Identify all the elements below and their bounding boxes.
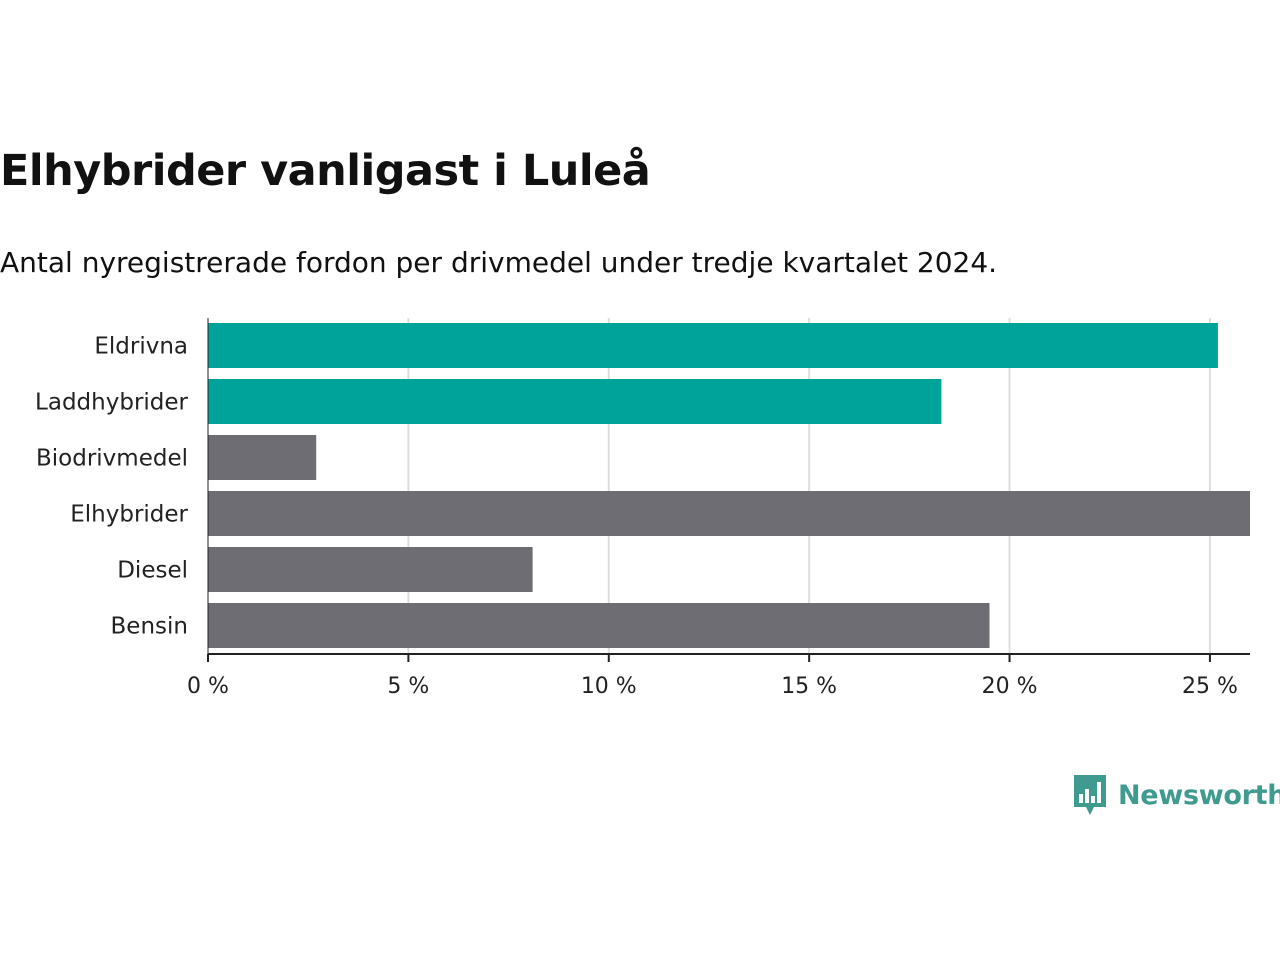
bar-eldrivna — [208, 323, 1218, 368]
category-label: Eldrivna — [94, 334, 188, 360]
category-label: Biodrivmedel — [36, 446, 188, 472]
category-labels: Eldrivna Laddhybrider Biodrivmedel Elhybrid… — [35, 334, 188, 640]
x-tick-label: 0 % — [187, 674, 229, 699]
category-label: Bensin — [111, 614, 188, 640]
chart-title: Elhybrider vanligast i Luleå — [0, 146, 651, 196]
x-tick-label: 10 % — [581, 674, 637, 699]
bar-chart-speech-bubble-icon — [1074, 775, 1106, 815]
bars — [208, 323, 1250, 648]
category-label: Diesel — [117, 558, 188, 584]
bar-laddhybrider — [208, 379, 942, 424]
x-tick-label: 15 % — [781, 674, 837, 699]
category-label: Elhybrider — [70, 502, 188, 528]
gridlines — [407, 318, 1211, 654]
chart-subtitle: Antal nyregistrerade fordon per drivmede… — [0, 246, 998, 279]
bar-bensin — [208, 603, 990, 648]
x-tick-label: 25 % — [1182, 674, 1238, 699]
category-label: Laddhybrider — [35, 390, 188, 416]
x-tick-label: 20 % — [982, 674, 1038, 699]
bar-diesel — [208, 547, 533, 592]
newsworthy-logo: Newsworthy — [1072, 773, 1280, 817]
x-axis — [207, 318, 1250, 662]
x-tick-label: 5 % — [387, 674, 429, 699]
logo-text: Newsworthy — [1118, 779, 1280, 811]
bar-elhybrider — [208, 491, 1250, 536]
bar-biodrivmedel — [208, 435, 317, 480]
tick-labels: 0 % 5 % 10 % 15 % 20 % 25 % — [187, 674, 1238, 699]
bar-chart: Eldrivna Laddhybrider Biodrivmedel Elhybrid… — [35, 318, 1250, 699]
